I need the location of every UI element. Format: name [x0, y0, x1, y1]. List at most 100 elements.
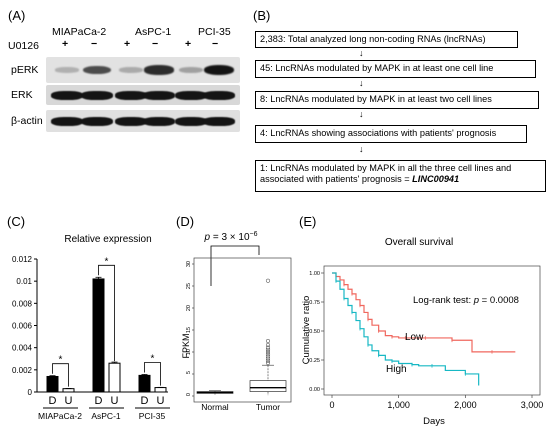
- treatment-sign: −: [91, 38, 98, 50]
- flow-box-final: 1: LncRNAs modulated by MAPK in all the …: [255, 160, 546, 192]
- bar: [62, 388, 75, 393]
- panel-label-a: (A): [8, 8, 26, 23]
- bar-chart: Relative expression 0 0.002 0.004 0.006 0.00…: [12, 234, 170, 421]
- category-label: Tumor: [256, 402, 280, 412]
- y-tick-label: 0.006: [12, 322, 33, 331]
- y-tick-label: 0.00: [309, 387, 320, 393]
- y-tick-label: 0.25: [309, 358, 320, 364]
- outlier-point: [265, 347, 271, 352]
- group-label: AsPC-1: [91, 411, 121, 421]
- cell-line-label: MIAPaCa-2: [52, 26, 107, 38]
- flow-box: 45: LncRNAs modulated by MAPK in at leas…: [255, 60, 536, 78]
- treatment-sign: +: [124, 38, 131, 50]
- actin-band: [81, 117, 113, 126]
- arrow-down-icon: ↓: [359, 48, 364, 58]
- erk-band: [81, 91, 113, 100]
- bar: [138, 374, 151, 393]
- actin-band: [175, 117, 207, 126]
- chart-title: Relative expression: [64, 234, 151, 245]
- p-value-title: p = 3 × 10−6: [203, 231, 257, 243]
- x-axis-label: Days: [423, 416, 445, 427]
- cell-line-label: AsPC-1: [135, 26, 172, 38]
- final-box-line1: 1: LncRNAs modulated by MAPK in all the …: [260, 163, 512, 173]
- bar-label: U: [65, 395, 73, 407]
- perk-band: [178, 67, 204, 73]
- outlier-point: [265, 349, 271, 355]
- outlier-point: [265, 360, 271, 366]
- boxplot-chart: p = 3 × 10−6 FPKM 0 5 10 15 20 25 30 Normal Tum…: [181, 231, 292, 412]
- treatment-label: U0126: [8, 40, 39, 52]
- panel-label-b: (B): [253, 8, 271, 23]
- bar: [92, 278, 105, 393]
- y-tick-label: 0.50: [309, 329, 320, 335]
- erk-band: [203, 91, 235, 100]
- perk-band: [144, 65, 174, 75]
- significance-bracket: [98, 264, 115, 362]
- significance-star: *: [59, 355, 63, 366]
- perk-band: [55, 67, 79, 73]
- bar: [46, 375, 59, 393]
- series-label: High: [386, 364, 407, 375]
- blot-row-label: β-actin: [11, 115, 43, 127]
- outlier-point: [265, 356, 271, 361]
- x-tick-label: 2,000: [454, 400, 477, 410]
- actin-band: [203, 117, 235, 126]
- outlier-point: [265, 354, 271, 359]
- significance-star: *: [151, 353, 155, 364]
- treatment-sign: +: [62, 38, 69, 50]
- significance-bracket: [52, 363, 69, 387]
- arrow-down-icon: ↓: [359, 109, 364, 119]
- plot-frame: [323, 265, 541, 396]
- y-tick-label: 1.00: [309, 271, 320, 277]
- cell-line-label: PCI-35: [198, 26, 231, 38]
- arrow-down-icon: ↓: [359, 144, 364, 154]
- y-tick-label: 0: [186, 393, 192, 396]
- y-tick-label: 25: [186, 283, 192, 289]
- erk-band: [175, 91, 207, 100]
- final-box-line2: associated with patients' prognosis =: [260, 174, 413, 184]
- box: [249, 380, 287, 392]
- y-tick-label: 20: [186, 305, 192, 311]
- y-tick-label: 0.75: [309, 300, 320, 306]
- y-tick-label: 0.002: [12, 366, 33, 375]
- flow-box: 4: LncRNAs showing associations with pat…: [255, 125, 527, 143]
- perk-band: [83, 65, 111, 75]
- bar-label: D: [95, 395, 103, 407]
- bar-label: U: [157, 395, 165, 407]
- outlier-point: [265, 278, 271, 283]
- treatment-sign: −: [152, 38, 159, 50]
- flow-box: 2,383: Total analyzed long non-coding RN…: [255, 31, 518, 48]
- gene-name: LINC00941: [412, 174, 460, 184]
- actin-band: [115, 117, 147, 126]
- bar-label: D: [49, 395, 57, 407]
- outlier-point: [265, 345, 271, 350]
- group-label: PCI-35: [139, 411, 166, 421]
- y-tick-label: 10: [186, 349, 192, 355]
- significance-bracket: [210, 245, 260, 286]
- bar: [108, 362, 121, 393]
- x-tick-label: 1,000: [387, 400, 410, 410]
- survival-curve: [332, 272, 516, 353]
- significance-bracket: [144, 362, 161, 386]
- chart-title: Overall survival: [385, 237, 453, 248]
- treatment-sign: −: [212, 38, 219, 50]
- category-label: Normal: [201, 402, 229, 412]
- y-tick-label: 0.012: [12, 255, 33, 264]
- outlier-point: [265, 338, 271, 344]
- y-tick-label: 0.004: [12, 344, 33, 353]
- y-tick-label: 30: [186, 261, 192, 267]
- arrow-down-icon: ↓: [359, 78, 364, 88]
- group-label: MIAPaCa-2: [38, 411, 82, 421]
- outlier-point: [265, 352, 271, 357]
- bar: [154, 387, 167, 393]
- survival-curve: [332, 272, 480, 386]
- treatment-sign: +: [185, 38, 192, 50]
- y-tick-label: 0: [28, 388, 33, 397]
- panel-label-d: (D): [176, 214, 195, 229]
- y-tick-label: 0.008: [12, 299, 33, 308]
- survival-chart: Overall survival Cumulative ratio Days L…: [301, 237, 543, 427]
- series-label: Low: [405, 332, 424, 343]
- outlier-point: [265, 342, 271, 348]
- panel-label-c: (C): [7, 214, 26, 229]
- blot-row-label: ERK: [11, 89, 33, 101]
